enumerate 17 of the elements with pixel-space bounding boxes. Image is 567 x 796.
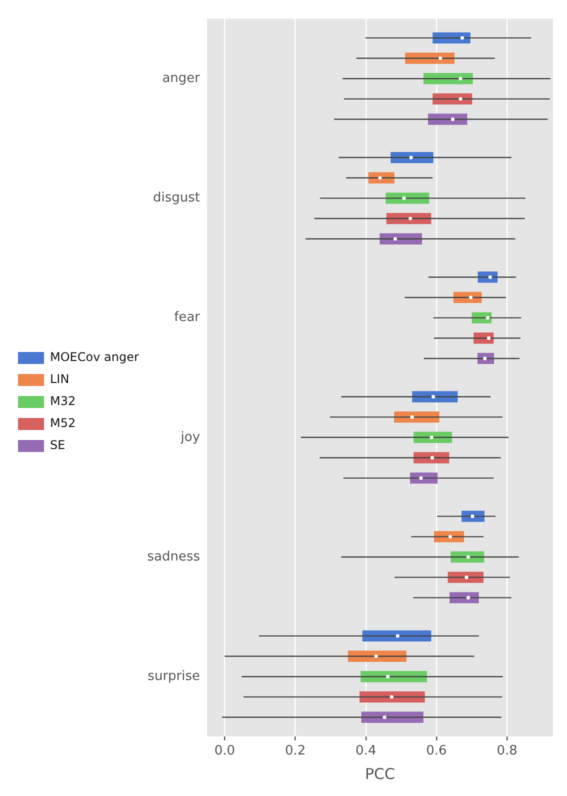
x-tick-label: 0.8: [496, 744, 518, 759]
x-tick-label: 0.0: [214, 744, 236, 759]
y-tick-label: fear: [174, 310, 201, 326]
x-tick-label: 0.2: [284, 744, 306, 759]
x-axis-title: PCC: [365, 764, 396, 783]
legend-label: M32: [50, 394, 76, 408]
y-tick-label: sadness: [147, 549, 200, 564]
x-tick-label: 0.4: [356, 744, 376, 759]
legend-label: MOECov anger: [50, 350, 139, 364]
legend-label: LIN: [50, 372, 70, 386]
legend-label: SE: [50, 438, 66, 452]
y-tick-label: surprise: [148, 668, 200, 684]
x-tick-label: 0.6: [426, 744, 447, 759]
y-tick-label: joy: [180, 430, 200, 445]
legend-label: M52: [50, 416, 76, 430]
y-tick-label: anger: [162, 70, 201, 86]
y-tick-label: disgust: [153, 190, 200, 206]
